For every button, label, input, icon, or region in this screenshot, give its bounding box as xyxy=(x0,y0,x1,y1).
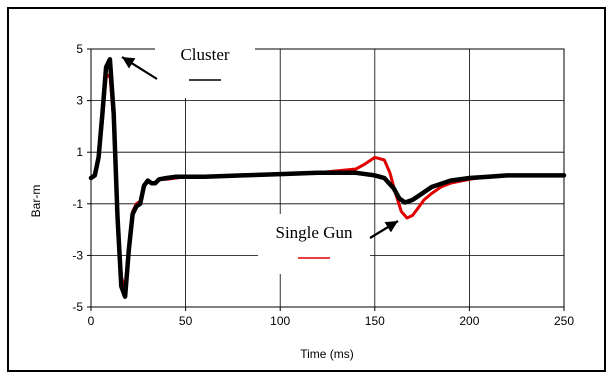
x-axis-label: Time (ms) xyxy=(300,347,354,361)
arrow-head xyxy=(384,221,398,233)
legend-box xyxy=(155,36,255,98)
arrow-head xyxy=(122,57,136,69)
series-line-cluster xyxy=(88,57,567,299)
legend: Cluster Single Gun xyxy=(121,36,399,274)
y-tick-label: -1 xyxy=(72,197,83,211)
y-tick-label: 5 xyxy=(76,42,83,56)
x-tick-label: 200 xyxy=(459,314,479,328)
y-tick-label: 1 xyxy=(76,145,83,159)
y-axis-label: Bar-m xyxy=(29,185,43,218)
y-tick-label: -3 xyxy=(72,248,83,262)
x-tick-label: 100 xyxy=(270,314,290,328)
x-tick-label: 50 xyxy=(179,314,193,328)
legend-box xyxy=(258,214,370,274)
y-tick-label: 3 xyxy=(76,94,83,108)
legend-label: Cluster xyxy=(180,45,229,64)
y-tick-label: -5 xyxy=(72,300,83,314)
x-tick-label: 150 xyxy=(365,314,385,328)
legend-label: Single Gun xyxy=(276,223,353,242)
x-tick-label: 0 xyxy=(88,314,95,328)
y-axis: 5 3 1 -1 -3 -5 xyxy=(72,42,91,314)
x-axis: 0 50 100 150 200 250 xyxy=(88,307,574,328)
series-group xyxy=(88,57,567,299)
x-tick-label: 250 xyxy=(554,314,574,328)
